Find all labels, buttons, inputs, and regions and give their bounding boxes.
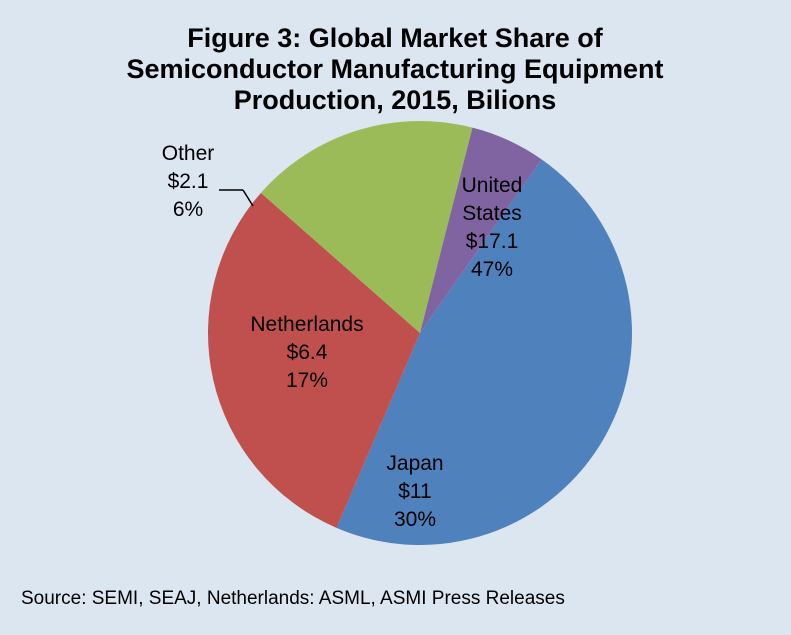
pie-slice-other — [420, 127, 542, 333]
netherlands-percent: 17% — [286, 369, 328, 392]
label-other: Other $2.1 6% — [162, 142, 215, 221]
other-percent: 6% — [173, 198, 203, 221]
label-united-states: United States $17.1 47% — [462, 174, 523, 281]
netherlands-value: $6.4 — [287, 341, 328, 364]
title-line-1: Figure 3: Global Market Share of — [187, 23, 604, 53]
pie-slice-netherlands — [260, 121, 473, 334]
other-value: $2.1 — [168, 170, 209, 193]
label-japan: Japan $11 30% — [386, 452, 443, 531]
title-line-2: Semiconductor Manufacturing Equipment — [126, 54, 663, 84]
pie-slice-united-states — [336, 159, 632, 545]
pie-slices — [208, 121, 632, 545]
source-note: Source: SEMI, SEAJ, Netherlands: ASML, A… — [21, 588, 565, 609]
chart-title: Figure 3: Global Market Share of Semicon… — [126, 23, 663, 115]
japan-name: Japan — [386, 452, 443, 475]
label-netherlands: Netherlands $6.4 17% — [250, 313, 363, 392]
netherlands-name: Netherlands — [250, 313, 363, 336]
leader-line-diagonal — [242, 189, 254, 207]
pie-slice-japan — [208, 192, 420, 528]
japan-percent: 30% — [394, 508, 436, 531]
japan-value: $11 — [398, 480, 431, 503]
other-name: Other — [162, 142, 215, 165]
united-states-percent: 47% — [471, 258, 513, 281]
united-states-value: $17.1 — [466, 230, 519, 253]
united-states-name-line-2: States — [462, 202, 522, 225]
title-line-3: Production, 2015, Bilions — [234, 85, 557, 115]
united-states-name-line-1: United — [462, 174, 523, 197]
